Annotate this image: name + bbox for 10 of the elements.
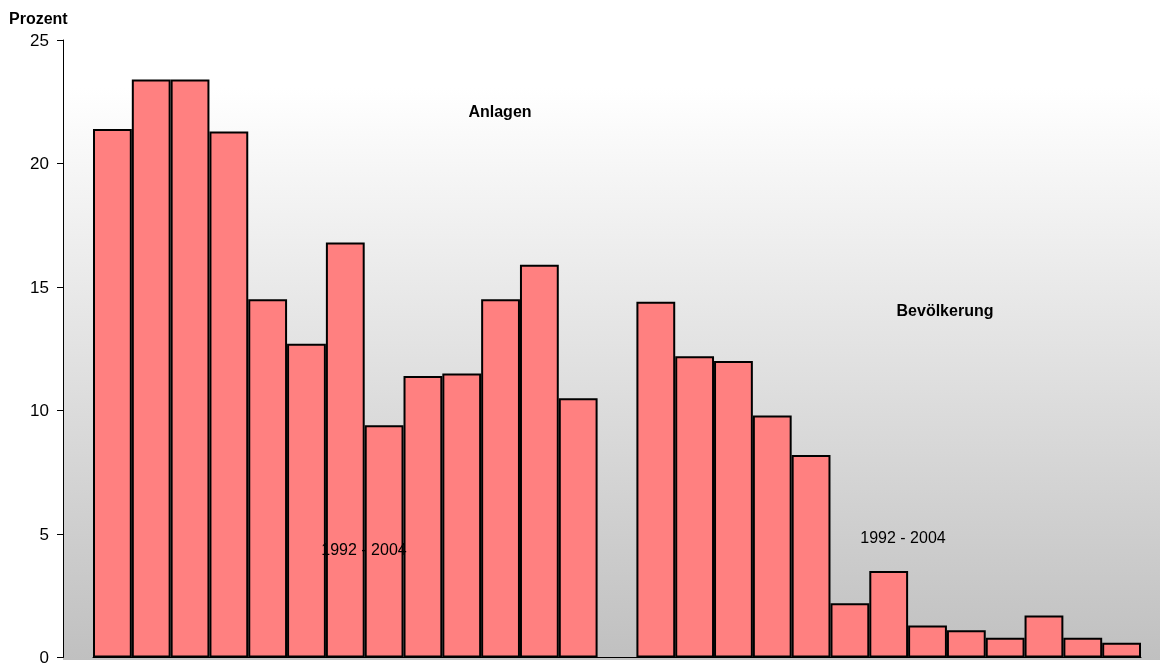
- y-tick-label: 15: [30, 277, 49, 297]
- annotation: Anlagen: [468, 102, 532, 120]
- annotation: Bevölkerung: [896, 301, 994, 319]
- y-tick-label: 20: [30, 154, 49, 173]
- y-axis-title: Prozent: [9, 9, 69, 27]
- annotation: 1992 - 2004: [860, 528, 946, 546]
- y-tick-label: 10: [30, 401, 49, 420]
- y-tick-label: 25: [30, 30, 49, 50]
- y-tick-label: 0: [39, 648, 49, 666]
- y-tick-label: 5: [39, 524, 49, 544]
